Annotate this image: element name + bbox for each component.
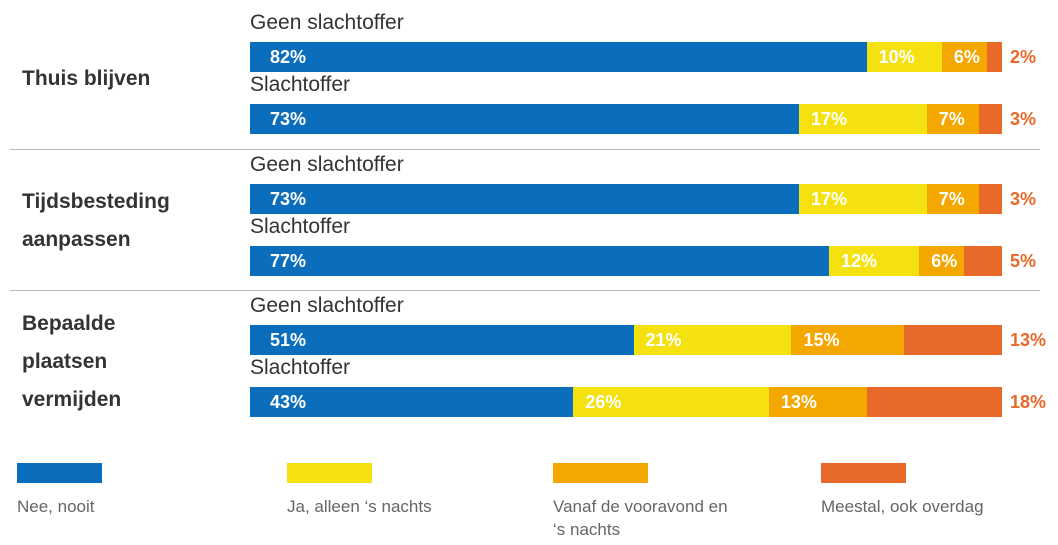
value-label: 2% (1010, 47, 1037, 67)
value-label: 18% (1010, 392, 1047, 412)
bar-segment (829, 245, 920, 276)
bar-segment (250, 325, 634, 355)
group-label: Bepaalde plaatsen vermijden (22, 312, 122, 411)
legend-label: Meestal, ook overdag (821, 497, 984, 516)
value-label: 43% (270, 392, 307, 412)
bar-segment (250, 42, 867, 72)
value-label: 26% (585, 392, 622, 412)
legend-label: Vanaf de vooravond en ‘s nachts (553, 497, 728, 539)
bar-segment (250, 183, 799, 214)
group-label: Tijdsbesteding aanpassen (22, 189, 170, 251)
value-label: 17% (810, 188, 847, 209)
value-label: 13% (1010, 330, 1047, 350)
legend-swatch (17, 463, 102, 483)
bar-label: Slachtoffer (250, 356, 351, 379)
bar-label: Slachtoffer (250, 73, 351, 96)
bar-segment (866, 387, 1002, 417)
legend-swatch (287, 463, 372, 483)
bar-segment (768, 387, 867, 417)
value-label: 7% (938, 109, 965, 129)
bar-segment (926, 183, 980, 214)
bar-segment (986, 42, 1002, 72)
value-label: 3% (1010, 188, 1037, 209)
group-label: Thuis blijven (22, 67, 151, 90)
bar-segment (979, 104, 1002, 134)
value-label: 51% (270, 330, 307, 350)
legend-swatch (553, 463, 648, 483)
bar-segment (941, 42, 987, 72)
separator (10, 148, 1040, 150)
bar-segment (250, 104, 799, 134)
value-label: 15% (803, 330, 840, 350)
bar-label: Geen slachtoffer (250, 11, 404, 34)
value-label: 73% (270, 188, 307, 209)
value-label: 82% (270, 47, 307, 67)
value-label: 73% (270, 109, 307, 129)
value-label: 10% (878, 47, 915, 67)
separator (10, 290, 1040, 291)
value-label: 7% (938, 188, 965, 209)
value-label: 5% (1010, 250, 1037, 271)
legend-label: Ja, alleen ‘s nachts (287, 497, 432, 516)
value-label: 77% (270, 250, 307, 271)
bar-segment (798, 183, 927, 214)
bar-segment (979, 183, 1002, 214)
bar-segment (633, 325, 792, 355)
bar-label: Slachtoffer (250, 214, 351, 238)
bar-segment (926, 104, 980, 134)
value-label: 12% (841, 250, 878, 271)
value-label: 13% (780, 392, 817, 412)
bar-segment (250, 245, 830, 276)
bar-segment (250, 387, 574, 417)
value-label: 17% (810, 109, 847, 129)
legend-swatch (821, 463, 906, 483)
bar-segment (964, 245, 1002, 276)
bar-segment (919, 245, 965, 276)
value-label: 21% (645, 330, 682, 350)
bar-segment (904, 325, 1002, 355)
bar-label: Geen slachtoffer (250, 152, 404, 176)
bar-segment (866, 42, 942, 72)
value-label: 6% (931, 250, 958, 271)
value-label: 3% (1010, 109, 1037, 129)
bar-segment (791, 325, 905, 355)
bar-segment (798, 104, 927, 134)
value-label: 6% (953, 47, 980, 67)
legend-label: Nee, nooit (17, 497, 95, 516)
bar-label: Geen slachtoffer (250, 294, 404, 317)
bar-segment (573, 387, 769, 417)
